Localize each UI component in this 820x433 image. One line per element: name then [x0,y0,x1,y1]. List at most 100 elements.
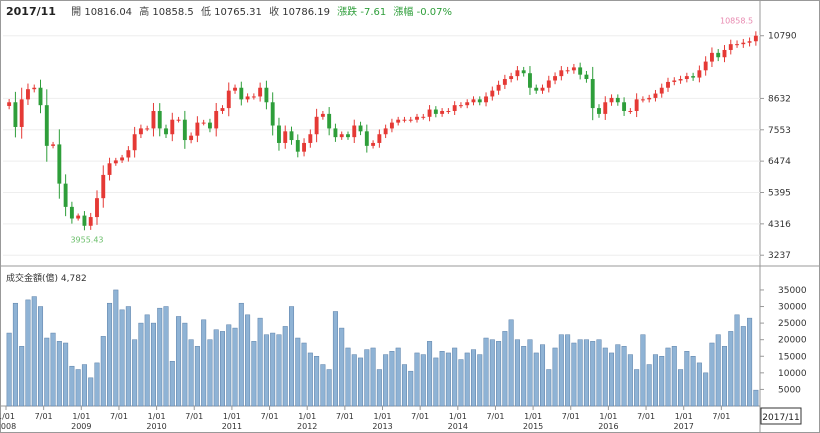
candle-body [377,134,382,143]
candle-body [502,79,507,85]
volume-bar [263,334,269,407]
candle-body [88,217,93,226]
x-tick-label: 1/01 [374,412,392,421]
x-tick-label: 1/01 [675,412,693,421]
candle-body [101,174,106,199]
volume-bar [602,347,608,407]
current-date: 2017/11 [6,5,56,18]
price-tick-label: 5395 [768,188,791,198]
volume-bar [257,317,263,407]
x-tick-label: 2017 [674,422,694,431]
candle-body [346,134,350,138]
candle-body [703,61,708,71]
candle-body [333,128,338,138]
candle-body [458,105,463,107]
volume-bar [50,332,56,407]
volume-bar [696,362,702,407]
volume-tick-label: 30000 [778,303,807,313]
candle-body [603,102,608,114]
candle-body [728,44,733,50]
cursor-label: 2017/11 [762,413,799,423]
volume-bar [6,332,12,407]
candle-body [590,79,595,109]
volume-bar [188,339,194,407]
candle-body [138,128,143,135]
volume-bar [671,346,677,407]
candle-body [132,134,137,151]
volume-bar [684,351,690,407]
volume-bar [314,356,320,407]
volume-bar [176,316,182,407]
change-label: 漲跌 [337,7,358,18]
volume-bar [376,369,382,407]
volume-bar [88,377,94,407]
volume-bar [583,339,589,407]
open-value: 10816.04 [84,7,133,18]
volume-bar [232,327,238,407]
candle-body [32,87,37,90]
volume-bar [332,311,338,407]
volume-bar [734,314,740,407]
x-tick-label: 7/01 [411,412,429,421]
volume-bar [125,306,131,407]
volume-bar [458,359,464,407]
volume-bar [483,337,489,407]
volume-bar [207,339,213,407]
volume-bar [489,339,495,407]
volume-bar [753,389,759,407]
low-label: 低 [200,7,211,18]
volume-tick-label: 10000 [778,369,807,379]
volume-bar [182,322,188,407]
volume-bar [540,344,546,407]
volume-bar [652,354,658,407]
volume-bar [107,302,113,407]
volume-bar [615,344,621,407]
volume-bar [358,357,364,407]
candle-body [415,116,419,120]
price-tick-label: 3237 [768,251,791,261]
candle-body [182,119,187,141]
volume-bar [496,341,502,407]
candle-body [358,125,363,132]
volume-bar [709,342,715,407]
volume-bar [320,364,326,407]
volume-bar [44,337,50,407]
volume-bar [251,341,257,407]
candle-body [546,80,551,88]
candle-body [302,142,307,152]
low-value: 10765.31 [214,7,262,18]
candle-body [352,125,357,138]
volume-bar [295,337,301,407]
close-value: 10786.19 [282,7,330,18]
volume-bar [219,331,225,407]
x-tick-label: 2016 [598,422,618,431]
volume-bar [427,341,433,407]
volume-tick-label: 5000 [778,385,801,395]
volume-bar [596,339,602,407]
volume-bar [464,352,470,407]
volume-bar [721,346,727,407]
volume-bar [226,324,232,407]
x-tick-label: 7/01 [185,412,203,421]
candle-body [82,215,87,226]
candle-body [684,76,689,80]
candle-body [421,116,426,118]
volume-current-value: 4,782 [60,274,87,284]
volume-bar [132,339,138,407]
x-tick-label: 2015 [523,422,543,431]
candle-body [584,74,589,80]
volume-bar [665,347,671,407]
candle-body [471,99,476,103]
volume-bar [634,369,640,407]
candle-body [226,90,231,109]
candle-body [484,96,488,103]
volume-bar [245,314,251,407]
x-tick-label: 2008 [0,422,16,431]
volume-bar [715,334,721,407]
candle-body [440,110,445,114]
high-value: 10858.5 [152,7,194,18]
volume-bar [194,346,200,407]
candle-body [647,97,652,100]
volume-bar [63,342,69,407]
